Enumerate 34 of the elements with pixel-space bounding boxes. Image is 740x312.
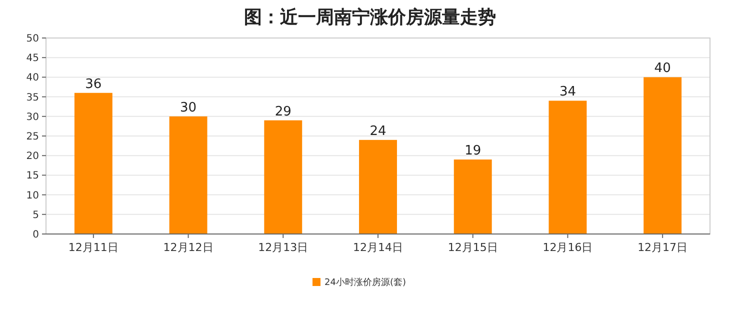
x-tick-label: 12月11日 bbox=[68, 241, 118, 254]
data-label: 36 bbox=[85, 76, 102, 92]
data-label: 30 bbox=[180, 100, 197, 116]
x-tick-label: 12月13日 bbox=[258, 241, 308, 254]
bar bbox=[264, 120, 302, 234]
data-label: 34 bbox=[559, 84, 576, 100]
y-tick-label: 40 bbox=[26, 72, 39, 84]
y-tick-label: 5 bbox=[32, 210, 39, 221]
y-tick-label: 10 bbox=[26, 190, 39, 202]
x-tick-label: 12月14日 bbox=[353, 241, 403, 254]
data-label: 29 bbox=[274, 104, 292, 120]
data-label: 19 bbox=[464, 144, 482, 159]
bar bbox=[548, 100, 587, 234]
bar bbox=[644, 77, 682, 234]
data-label: 24 bbox=[370, 124, 386, 139]
y-tick-label: 20 bbox=[26, 151, 39, 162]
x-tick-label: 12月12日 bbox=[163, 241, 214, 254]
bar bbox=[74, 92, 112, 234]
y-tick-label: 25 bbox=[26, 132, 39, 142]
x-tick-label: 12月16日 bbox=[542, 241, 593, 254]
bar bbox=[359, 140, 397, 234]
bar bbox=[454, 160, 492, 234]
y-tick-label: 45 bbox=[26, 53, 39, 64]
x-tick-label: 12月17日 bbox=[638, 241, 688, 254]
data-label: 40 bbox=[654, 61, 671, 76]
y-tick-label: 15 bbox=[26, 170, 39, 182]
chart-title: 图：近一周南宁涨价房源量走势 bbox=[244, 7, 496, 28]
y-tick-label: 35 bbox=[26, 92, 39, 104]
bar bbox=[169, 116, 208, 234]
legend-label: 24小时涨价房源(套) bbox=[324, 277, 406, 288]
y-tick-label: 30 bbox=[26, 112, 39, 123]
x-tick-label: 12月15日 bbox=[448, 241, 498, 254]
y-tick-label: 0 bbox=[32, 230, 39, 240]
y-tick-label: 50 bbox=[26, 34, 39, 44]
